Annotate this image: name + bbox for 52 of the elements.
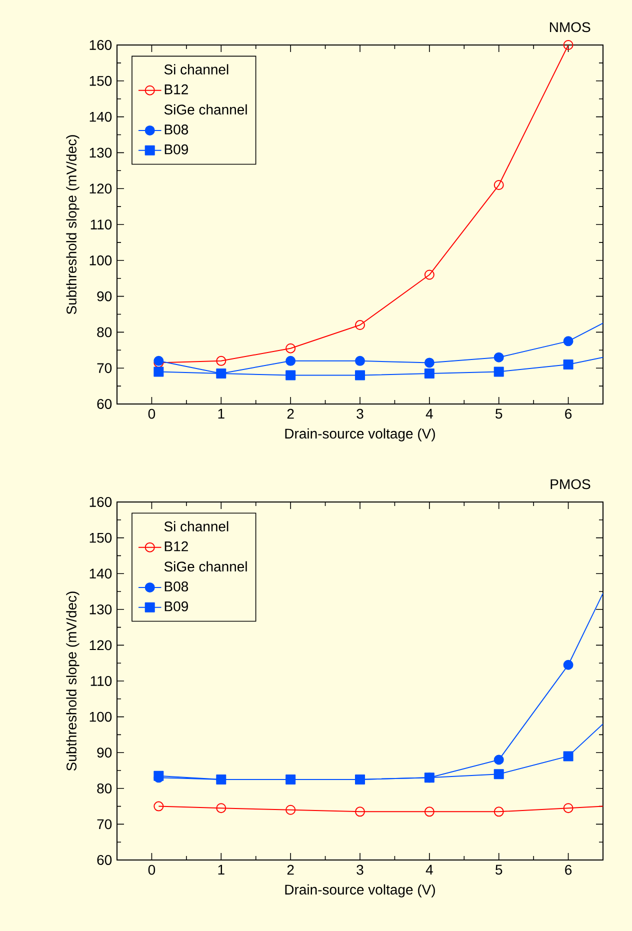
x-tick-label: 1 — [218, 408, 224, 418]
legend-label: B09 — [164, 144, 188, 154]
legend-label: B12 — [164, 541, 188, 552]
annotation: Si channel — [164, 64, 228, 74]
y-tick-label: 80 — [97, 783, 112, 794]
chart-title: PMOS — [550, 479, 590, 490]
y-tick-label: 110 — [90, 220, 112, 230]
annotation: SiGe channel — [164, 104, 247, 115]
y-tick-label: 120 — [90, 184, 112, 194]
x-tick-label: 5 — [496, 864, 502, 875]
x-tick-label: 0 — [148, 864, 156, 875]
y-tick-label: 70 — [97, 363, 112, 374]
y-tick-label: 100 — [90, 712, 112, 722]
x-axis-title: Drain-source voltage (V) — [285, 428, 435, 442]
x-tick-label: 4 — [426, 864, 433, 875]
y-tick-label: 110 — [90, 676, 112, 686]
x-tick-label: 5 — [496, 408, 502, 419]
x-tick-label: 2 — [287, 864, 294, 875]
y-tick-label: 90 — [97, 291, 112, 302]
y-tick-label: 100 — [90, 255, 112, 266]
y-tick-label: 70 — [97, 819, 112, 830]
y-tick-label: 140 — [90, 568, 112, 579]
x-tick-label: 6 — [565, 408, 572, 419]
y-axis-title: Subthreshold slope (mV/dec) — [66, 135, 80, 314]
y-tick-label: 160 — [90, 40, 112, 50]
legend-label: B12 — [164, 84, 188, 94]
legend-label: B09 — [164, 601, 188, 612]
x-tick-label: 2 — [287, 408, 294, 419]
y-tick-label: 150 — [90, 76, 112, 86]
y-tick-label: 60 — [97, 855, 112, 865]
y-tick-label: 160 — [90, 497, 112, 507]
annotation: SiGe channel — [164, 561, 247, 572]
y-tick-label: 130 — [90, 148, 112, 158]
y-tick-label: 60 — [97, 399, 112, 409]
y-tick-label: 120 — [90, 640, 112, 650]
y-tick-label: 90 — [97, 748, 112, 758]
y-tick-label: 80 — [97, 327, 112, 338]
x-tick-label: 0 — [148, 408, 156, 419]
x-tick-label: 3 — [356, 864, 364, 875]
chart-title: NMOS — [550, 22, 590, 32]
y-tick-label: 130 — [90, 604, 112, 614]
y-axis-title: Subthreshold slope (mV/dec) — [66, 592, 80, 771]
legend-label: B08 — [164, 124, 188, 134]
annotation: Si channel — [164, 521, 228, 532]
y-tick-label: 150 — [90, 532, 112, 543]
x-tick-label: 3 — [356, 408, 364, 419]
x-tick-label: 1 — [218, 864, 224, 875]
legend-label: B08 — [164, 582, 188, 592]
x-tick-label: 6 — [565, 864, 572, 875]
x-axis-title: Drain-source voltage (V) — [285, 884, 435, 898]
x-tick-label: 4 — [426, 408, 433, 418]
y-tick-label: 140 — [90, 112, 112, 122]
